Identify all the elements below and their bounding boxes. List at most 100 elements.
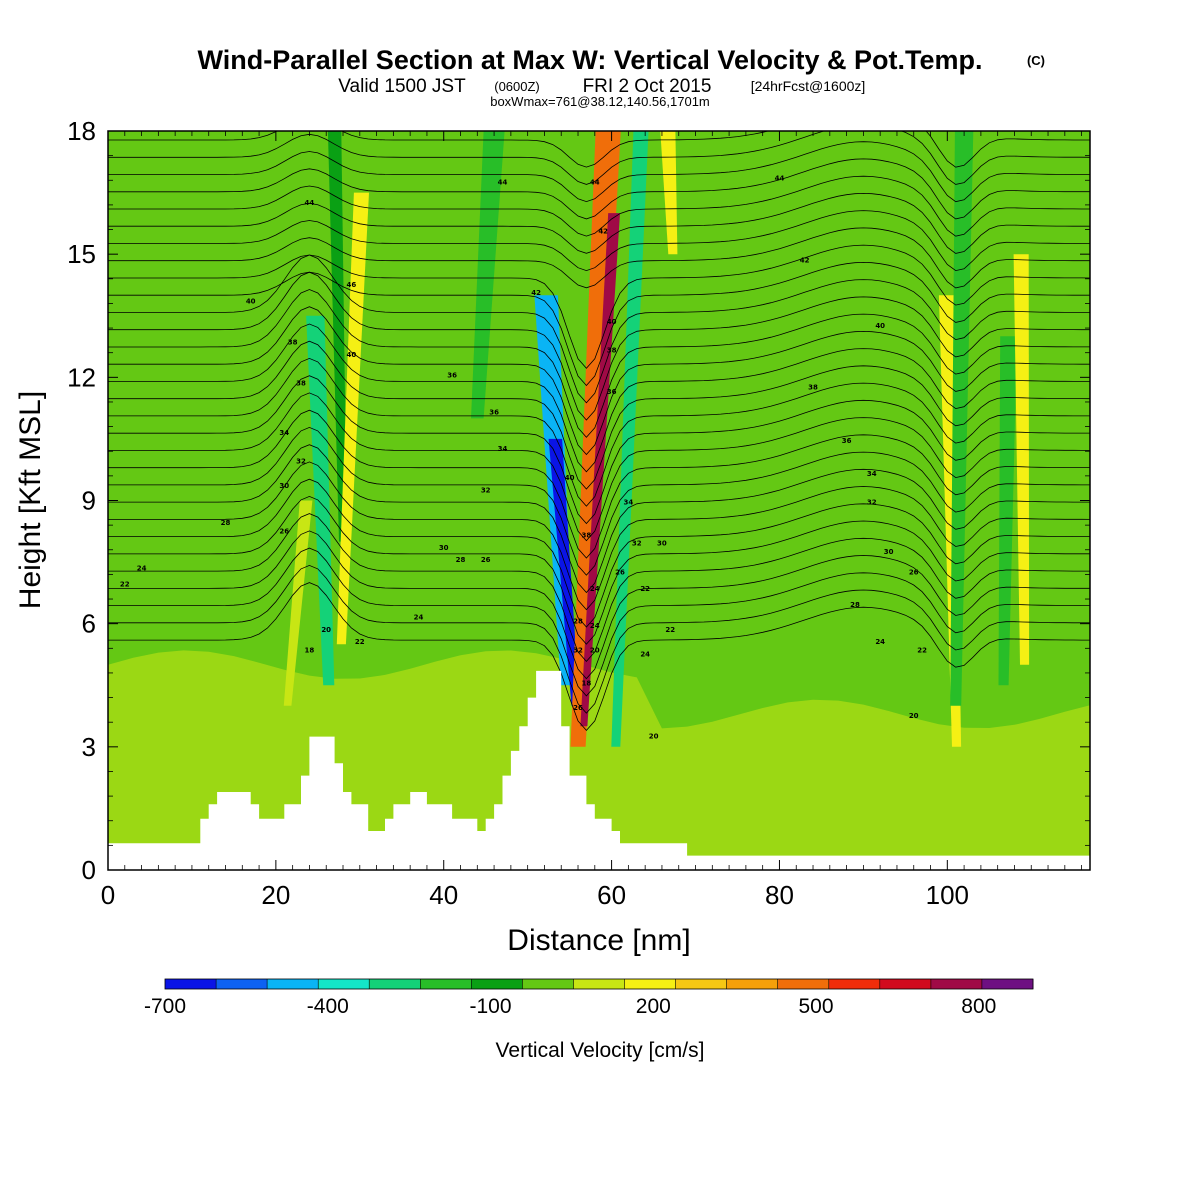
colorbar-label: Vertical Velocity [cm/s]: [496, 1039, 705, 1062]
theta-label-52: 36: [842, 437, 852, 445]
theta-contour-labels: 44 40 46 38 40 38 34 32 30 28 26 24 22 20 18 22 24 44 36 36…: [120, 174, 927, 740]
valid-zulu-text: (0600Z): [494, 79, 540, 94]
x-tick-label-1: 20: [261, 880, 290, 910]
theta-label-39: 28: [573, 618, 583, 626]
velocity-band-8: [580, 213, 620, 727]
theta-label-33: 38: [582, 532, 592, 540]
theta-label-10: 26: [279, 527, 289, 535]
theta-label-27: 44: [590, 178, 600, 186]
colorbar-swatch-15: [930, 979, 983, 989]
velocity-band-3: [336, 192, 369, 645]
theta-contour-23: [108, 210, 1090, 272]
velocity-band-4: [471, 131, 505, 419]
theta-contour-0: [108, 582, 1090, 732]
theta-label-38: 24: [590, 585, 600, 593]
theta-label-2: 46: [347, 281, 357, 289]
colorbar-swatch-7: [522, 979, 574, 989]
velocity-band-1: [306, 315, 335, 686]
theta-contour-15: [108, 323, 1090, 473]
theta-label-8: 30: [279, 482, 289, 490]
theta-label-29: 40: [607, 318, 617, 326]
theta-label-12: 22: [120, 581, 130, 589]
theta-contour-2: [108, 547, 1090, 697]
theta-contour-14: [108, 340, 1090, 490]
theta-contour-22: [108, 227, 1090, 289]
theta-label-17: 44: [498, 178, 508, 186]
theta-label-0: 44: [305, 199, 315, 207]
theta-contour-20: [108, 261, 1090, 387]
theta-contour-13: [108, 357, 1090, 507]
theta-label-7: 32: [296, 458, 306, 466]
velocity-band-2: [327, 131, 347, 542]
x-axis: 0 20 40 60 80 100: [101, 131, 1083, 910]
colorbar-tick-label-4: 500: [798, 995, 833, 1018]
theta-contour-7: [108, 461, 1090, 611]
x-axis-label: Distance [nm]: [507, 924, 690, 957]
theta-label-42: 20: [590, 646, 600, 654]
theta-label-24: 26: [481, 556, 491, 564]
theta-label-4: 40: [347, 351, 357, 359]
theta-label-3: 38: [288, 339, 298, 347]
colorbar-swatch-10: [675, 979, 728, 989]
theta-contour-11: [108, 392, 1090, 542]
theta-label-60: 20: [909, 712, 919, 720]
theta-label-45: 22: [665, 626, 675, 634]
theta-contour-3: [108, 530, 1090, 680]
theta-label-46: 24: [640, 651, 650, 659]
theta-label-1: 40: [246, 297, 256, 305]
theta-label-58: 24: [875, 638, 885, 646]
y-axis-label: Height [Kft MSL]: [14, 391, 47, 609]
theta-label-20: 34: [498, 445, 508, 453]
colorbar-swatch-0: [165, 979, 217, 989]
theta-label-50: 40: [875, 322, 885, 330]
y-tick-label-3: 9: [82, 486, 96, 516]
y-tick-label-0: 0: [82, 855, 96, 885]
x-tick-label-0: 0: [101, 880, 115, 910]
colorbar-swatch-5: [420, 979, 472, 989]
theta-label-21: 32: [481, 486, 491, 494]
theta-contour-16: [108, 306, 1090, 456]
theta-label-22: 30: [439, 544, 449, 552]
theta-label-37: 22: [640, 585, 650, 593]
theta-label-55: 30: [884, 548, 894, 556]
colorbar-swatch-4: [369, 979, 421, 989]
terrain: [108, 670, 1090, 870]
colorbar-swatch-6: [471, 979, 523, 989]
colorbar-swatch-11: [726, 979, 779, 989]
theta-label-44: 26: [573, 704, 583, 712]
theta-label-59: 22: [917, 646, 927, 654]
theta-label-36: 26: [615, 568, 625, 576]
theta-contour-25: [108, 175, 1090, 237]
theta-contour-4: [108, 513, 1090, 663]
theta-label-47: 20: [649, 733, 659, 741]
y-tick-label-6: 18: [67, 116, 96, 146]
y-tick-label-4: 12: [67, 362, 96, 392]
theta-contour-1: [108, 564, 1090, 714]
theta-label-41: 32: [573, 646, 583, 654]
valid-time-line: Valid 1500 JST (0600Z) FRI 2 Oct 2015 [2…: [338, 76, 865, 97]
copyright-mark: (C): [1027, 53, 1045, 68]
colorbar-frame: [164, 978, 1034, 990]
forecast-tag: [24hrFcst@1600z]: [751, 78, 866, 94]
x-tick-label-3: 60: [597, 880, 626, 910]
velocity-band-10: [660, 131, 678, 255]
plot-area: 44 40 46 38 40 38 34 32 30 28 26 24 22 20 18 22 24 44 36 36…: [108, 131, 1090, 870]
theta-label-40: 24: [590, 622, 600, 630]
vertical-velocity-bands: [283, 131, 1030, 747]
theta-label-28: 42: [598, 228, 608, 236]
y-tick-label-1: 3: [82, 732, 96, 762]
colorbar-tick-label-5: 800: [961, 995, 996, 1018]
theta-label-26: 40: [565, 474, 575, 482]
colorbar-swatch-12: [777, 979, 830, 989]
theta-contour-5: [108, 495, 1090, 645]
theta-contour-19: [108, 254, 1090, 404]
theta-label-18: 36: [447, 371, 457, 379]
velocity-band-9: [611, 131, 649, 747]
velocity-band-6: [548, 438, 580, 706]
theta-label-11: 24: [137, 564, 147, 572]
colorbar-tick-label-2: -100: [469, 995, 511, 1018]
theta-label-14: 18: [305, 646, 315, 654]
theta-contour-27: [108, 141, 1090, 203]
